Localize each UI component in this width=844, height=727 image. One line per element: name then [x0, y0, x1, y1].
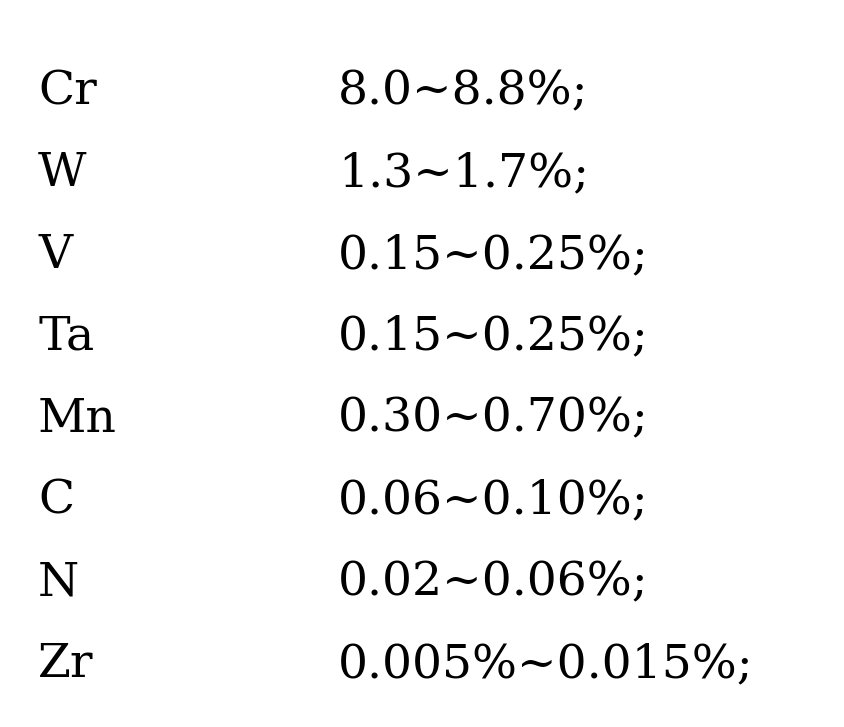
Text: 8.0~8.8%;: 8.0~8.8%; — [338, 69, 587, 114]
Text: 0.30~0.70%;: 0.30~0.70%; — [338, 396, 648, 441]
Text: 0.02~0.06%;: 0.02~0.06%; — [338, 560, 648, 605]
Text: W: W — [38, 151, 86, 196]
Text: Zr: Zr — [38, 642, 94, 687]
Text: Mn: Mn — [38, 396, 116, 441]
Text: Cr: Cr — [38, 69, 97, 114]
Text: V: V — [38, 233, 72, 278]
Text: 0.06~0.10%;: 0.06~0.10%; — [338, 478, 648, 523]
Text: 0.005%~0.015%;: 0.005%~0.015%; — [338, 642, 753, 687]
Text: 1.3~1.7%;: 1.3~1.7%; — [338, 151, 588, 196]
Text: Ta: Ta — [38, 315, 95, 360]
Text: 0.15~0.25%;: 0.15~0.25%; — [338, 315, 648, 360]
Text: C: C — [38, 478, 74, 523]
Text: N: N — [38, 560, 79, 605]
Text: 0.15~0.25%;: 0.15~0.25%; — [338, 233, 648, 278]
